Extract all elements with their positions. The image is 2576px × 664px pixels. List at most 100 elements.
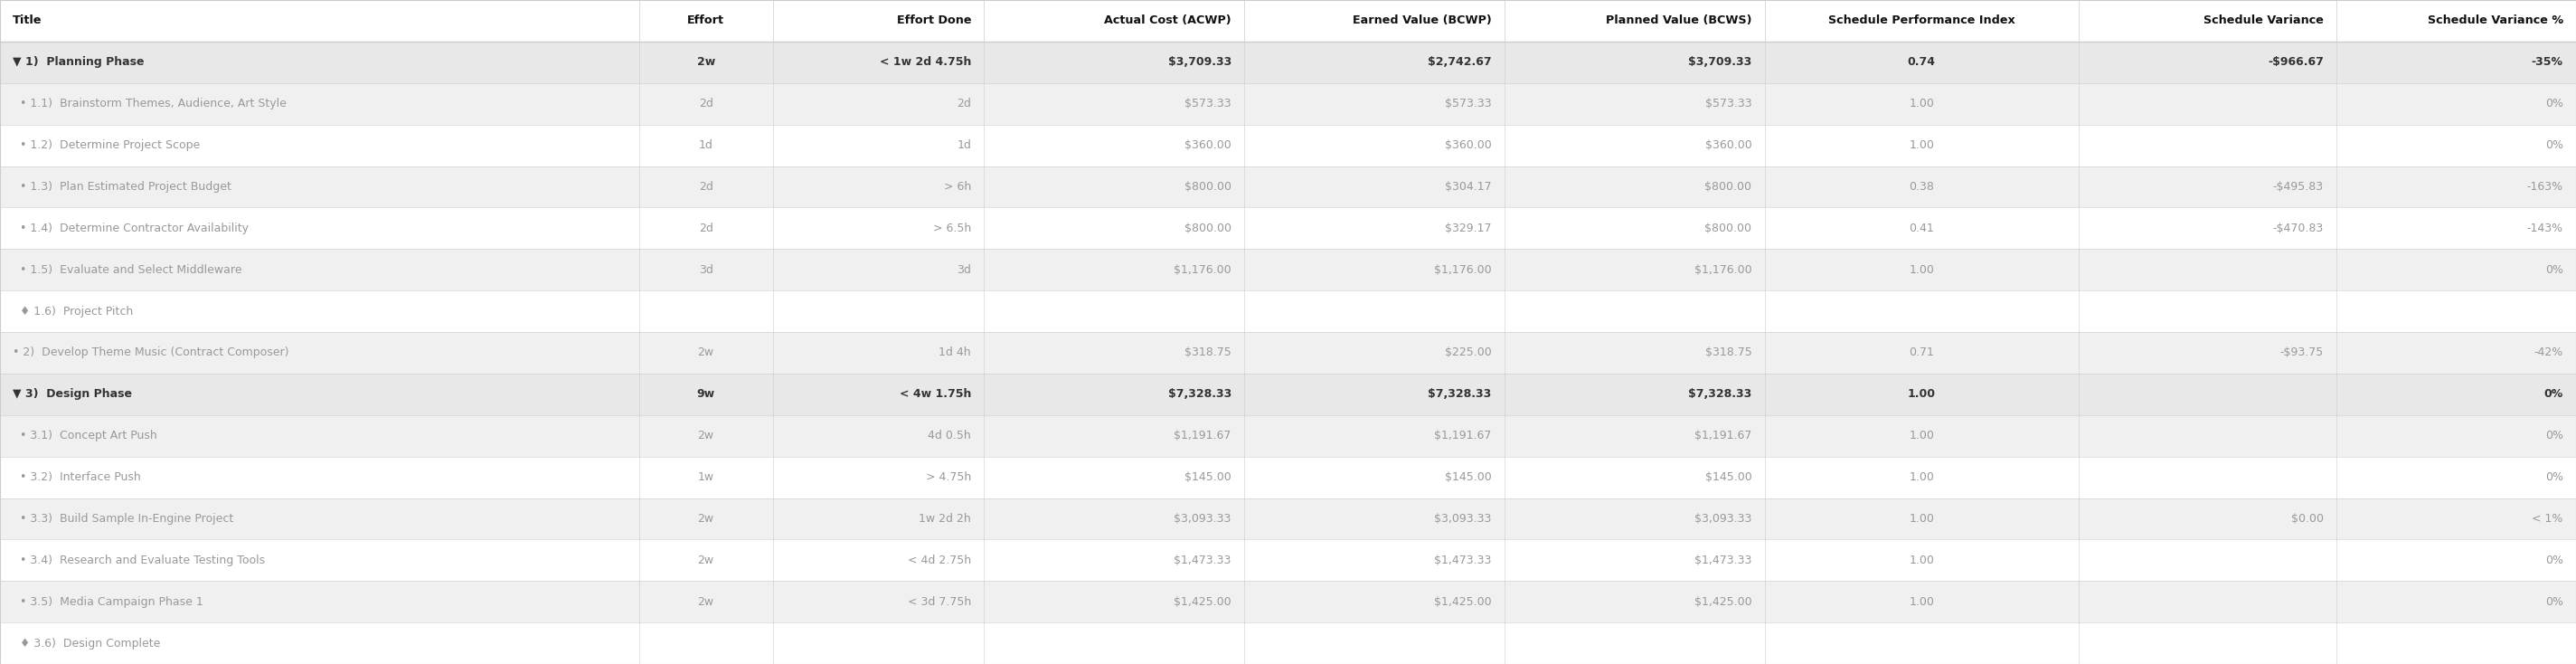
Text: 1.00: 1.00 bbox=[1909, 139, 1935, 151]
Text: • 2)  Develop Theme Music (Contract Composer): • 2) Develop Theme Music (Contract Compo… bbox=[13, 347, 289, 359]
Text: $304.17: $304.17 bbox=[1445, 181, 1492, 193]
Text: • 1.1)  Brainstorm Themes, Audience, Art Style: • 1.1) Brainstorm Themes, Audience, Art … bbox=[13, 98, 286, 110]
Text: 1w: 1w bbox=[698, 471, 714, 483]
Text: $3,709.33: $3,709.33 bbox=[1687, 56, 1752, 68]
Text: 1d: 1d bbox=[956, 139, 971, 151]
Text: > 4.75h: > 4.75h bbox=[925, 471, 971, 483]
Text: 1.00: 1.00 bbox=[1909, 98, 1935, 110]
Text: 2w: 2w bbox=[698, 430, 714, 442]
Text: 1d 4h: 1d 4h bbox=[938, 347, 971, 359]
Text: -143%: -143% bbox=[2527, 222, 2563, 234]
Bar bbox=[0, 373, 2576, 415]
Text: Effort Done: Effort Done bbox=[896, 15, 971, 27]
Text: $1,191.67: $1,191.67 bbox=[1695, 430, 1752, 442]
Text: 9w: 9w bbox=[696, 388, 716, 400]
Text: 4d 0.5h: 4d 0.5h bbox=[927, 430, 971, 442]
Text: 1w 2d 2h: 1w 2d 2h bbox=[920, 513, 971, 525]
Text: 2w: 2w bbox=[698, 554, 714, 566]
Text: • 3.1)  Concept Art Push: • 3.1) Concept Art Push bbox=[13, 430, 157, 442]
Text: Planned Value (BCWS): Planned Value (BCWS) bbox=[1605, 15, 1752, 27]
Text: < 4d 2.75h: < 4d 2.75h bbox=[907, 554, 971, 566]
Text: 0.41: 0.41 bbox=[1909, 222, 1935, 234]
Bar bbox=[0, 291, 2576, 332]
Text: 0%: 0% bbox=[2545, 596, 2563, 608]
Text: Schedule Variance %: Schedule Variance % bbox=[2427, 15, 2563, 27]
Text: Effort: Effort bbox=[688, 15, 724, 27]
Text: 2w: 2w bbox=[698, 596, 714, 608]
Text: $1,425.00: $1,425.00 bbox=[1435, 596, 1492, 608]
Bar bbox=[0, 0, 2576, 41]
Text: 0%: 0% bbox=[2545, 554, 2563, 566]
Bar bbox=[0, 457, 2576, 498]
Text: $3,093.33: $3,093.33 bbox=[1175, 513, 1231, 525]
Text: $1,473.33: $1,473.33 bbox=[1435, 554, 1492, 566]
Text: Earned Value (BCWP): Earned Value (BCWP) bbox=[1352, 15, 1492, 27]
Text: 0%: 0% bbox=[2545, 264, 2563, 276]
Text: • 3.3)  Build Sample In-Engine Project: • 3.3) Build Sample In-Engine Project bbox=[13, 513, 234, 525]
Text: < 1w 2d 4.75h: < 1w 2d 4.75h bbox=[878, 56, 971, 68]
Text: $225.00: $225.00 bbox=[1445, 347, 1492, 359]
Text: $800.00: $800.00 bbox=[1705, 222, 1752, 234]
Text: 3d: 3d bbox=[956, 264, 971, 276]
Bar bbox=[0, 125, 2576, 166]
Text: $7,328.33: $7,328.33 bbox=[1687, 388, 1752, 400]
Text: -42%: -42% bbox=[2535, 347, 2563, 359]
Text: -35%: -35% bbox=[2532, 56, 2563, 68]
Text: • 3.5)  Media Campaign Phase 1: • 3.5) Media Campaign Phase 1 bbox=[13, 596, 204, 608]
Text: -$495.83: -$495.83 bbox=[2272, 181, 2324, 193]
Text: 2w: 2w bbox=[696, 56, 716, 68]
Text: > 6.5h: > 6.5h bbox=[933, 222, 971, 234]
Bar bbox=[0, 249, 2576, 291]
Text: 3d: 3d bbox=[698, 264, 714, 276]
Text: $145.00: $145.00 bbox=[1705, 471, 1752, 483]
Text: ▼ 1)  Planning Phase: ▼ 1) Planning Phase bbox=[13, 56, 144, 68]
Text: $2,742.67: $2,742.67 bbox=[1427, 56, 1492, 68]
Text: 0%: 0% bbox=[2545, 388, 2563, 400]
Text: Actual Cost (ACWP): Actual Cost (ACWP) bbox=[1105, 15, 1231, 27]
Text: $318.75: $318.75 bbox=[1185, 347, 1231, 359]
Text: 1.00: 1.00 bbox=[1909, 388, 1935, 400]
Text: $145.00: $145.00 bbox=[1445, 471, 1492, 483]
Text: • 3.2)  Interface Push: • 3.2) Interface Push bbox=[13, 471, 142, 483]
Text: • 1.4)  Determine Contractor Availability: • 1.4) Determine Contractor Availability bbox=[13, 222, 250, 234]
Text: 1.00: 1.00 bbox=[1909, 430, 1935, 442]
Text: $360.00: $360.00 bbox=[1185, 139, 1231, 151]
Text: 1.00: 1.00 bbox=[1909, 264, 1935, 276]
Text: 0%: 0% bbox=[2545, 98, 2563, 110]
Text: $3,709.33: $3,709.33 bbox=[1167, 56, 1231, 68]
Text: ♦ 3.6)  Design Complete: ♦ 3.6) Design Complete bbox=[13, 637, 160, 649]
Text: ♦ 1.6)  Project Pitch: ♦ 1.6) Project Pitch bbox=[13, 305, 134, 317]
Text: -163%: -163% bbox=[2527, 181, 2563, 193]
Text: 0%: 0% bbox=[2545, 430, 2563, 442]
Bar bbox=[0, 581, 2576, 623]
Text: 0%: 0% bbox=[2545, 139, 2563, 151]
Text: 1.00: 1.00 bbox=[1909, 471, 1935, 483]
Text: Title: Title bbox=[13, 15, 41, 27]
Text: 2w: 2w bbox=[698, 513, 714, 525]
Text: $7,328.33: $7,328.33 bbox=[1167, 388, 1231, 400]
Text: 0.71: 0.71 bbox=[1909, 347, 1935, 359]
Text: Schedule Performance Index: Schedule Performance Index bbox=[1829, 15, 2014, 27]
Text: < 1%: < 1% bbox=[2532, 513, 2563, 525]
Text: $1,425.00: $1,425.00 bbox=[1695, 596, 1752, 608]
Text: 2w: 2w bbox=[698, 347, 714, 359]
Text: $800.00: $800.00 bbox=[1705, 181, 1752, 193]
Text: $3,093.33: $3,093.33 bbox=[1435, 513, 1492, 525]
Text: 1.00: 1.00 bbox=[1909, 596, 1935, 608]
Text: 0.74: 0.74 bbox=[1909, 56, 1935, 68]
Bar bbox=[0, 623, 2576, 664]
Text: • 1.5)  Evaluate and Select Middleware: • 1.5) Evaluate and Select Middleware bbox=[13, 264, 242, 276]
Bar bbox=[0, 332, 2576, 373]
Text: 0%: 0% bbox=[2545, 471, 2563, 483]
Text: $145.00: $145.00 bbox=[1185, 471, 1231, 483]
Text: 2d: 2d bbox=[698, 181, 714, 193]
Text: -$93.75: -$93.75 bbox=[2280, 347, 2324, 359]
Text: > 6h: > 6h bbox=[943, 181, 971, 193]
Text: $800.00: $800.00 bbox=[1185, 181, 1231, 193]
Text: 0.38: 0.38 bbox=[1909, 181, 1935, 193]
Text: $1,191.67: $1,191.67 bbox=[1175, 430, 1231, 442]
Bar bbox=[0, 41, 2576, 83]
Bar bbox=[0, 415, 2576, 457]
Text: $573.33: $573.33 bbox=[1705, 98, 1752, 110]
Text: $0.00: $0.00 bbox=[2290, 513, 2324, 525]
